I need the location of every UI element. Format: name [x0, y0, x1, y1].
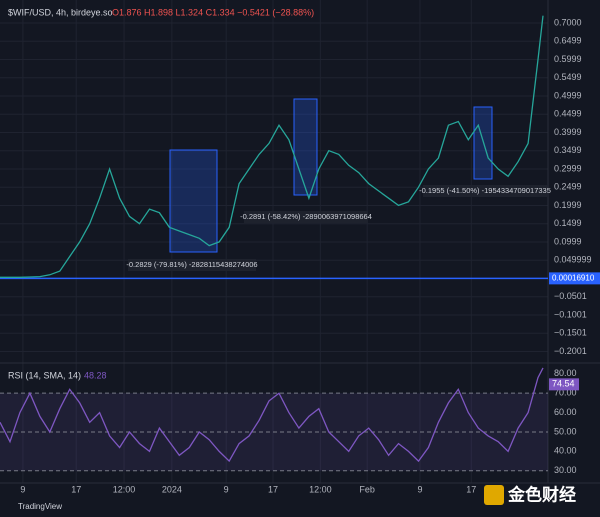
y-tick-label: 0.5999: [554, 54, 582, 64]
y2-tick-label: 60.00: [554, 407, 577, 417]
watermark-logo: [484, 485, 504, 505]
ohlc: O1.876 H1.898 L1.324 C1.334 −0.5421 (−28…: [112, 7, 314, 17]
x-tick-label: 9: [224, 484, 229, 494]
current-price-label: 0.00016910: [552, 273, 595, 282]
y-tick-label: 0.1499: [554, 218, 582, 228]
y-tick-label: −0.1501: [554, 328, 587, 338]
annotation: -0.2829 (-79.81%) -2828115438274006: [126, 260, 257, 269]
x-tick-label: 17: [268, 484, 278, 494]
y2-tick-label: 80.00: [554, 368, 577, 378]
price-line: [0, 15, 544, 278]
y-tick-label: 0.1999: [554, 200, 582, 210]
annotation-bg: [244, 211, 368, 223]
rsi-marker-box: [549, 378, 579, 391]
rsi-line: [0, 367, 544, 463]
footer: TradingView: [18, 502, 62, 511]
x-tick-label: 17: [71, 484, 81, 494]
x-tick-label: 2024: [162, 484, 182, 494]
measure-box: [169, 149, 218, 253]
y-tick-label: −0.0501: [554, 291, 587, 301]
annotation: -0.2891 (-58.42%) -2890063971098664: [240, 212, 372, 221]
y-tick-label: 0.3499: [554, 145, 582, 155]
x-tick-label: 12:00: [113, 484, 136, 494]
rsi-value: 48.28: [84, 370, 107, 380]
y-tick-label: 0.3999: [554, 127, 582, 137]
annotation: -0.1955 (-41.50%) -1954334709017335: [419, 186, 551, 195]
y-tick-label: 0.0999: [554, 236, 582, 246]
y-tick-label: 0.4999: [554, 90, 582, 100]
x-tick-label: 9: [20, 484, 25, 494]
y2-tick-label: 30.00: [554, 465, 577, 475]
annotation-bg: [423, 185, 547, 197]
y2-tick-label: 50.00: [554, 426, 577, 436]
measure-box: [293, 98, 318, 196]
x-tick-label: 17: [466, 484, 476, 494]
y-tick-label: 0.6499: [554, 36, 582, 46]
x-tick-label: Feb: [359, 484, 375, 494]
rsi-marker-label: 74.54: [552, 379, 575, 389]
x-tick-label: 9: [417, 484, 422, 494]
y2-tick-label: 70.00: [554, 388, 577, 398]
chart-title: $WIF/USD, 4h, birdeye.so: [8, 7, 113, 17]
y-tick-label: −0.1001: [554, 309, 587, 319]
y-tick-label: 0.2999: [554, 163, 582, 173]
y2-tick-label: 40.00: [554, 446, 577, 456]
y-tick-label: 0.5499: [554, 72, 582, 82]
y-tick-label: 0.049999: [554, 255, 592, 265]
rsi-title: RSI (14, SMA, 14): [8, 370, 81, 380]
y-tick-label: 0.2499: [554, 182, 582, 192]
current-price-box: [549, 272, 600, 285]
watermark: 金色财经: [507, 484, 576, 504]
x-tick-label: 12:00: [309, 484, 332, 494]
y-tick-label: −0.2001: [554, 346, 587, 356]
y-tick-label: 0.7000: [554, 17, 582, 27]
y-tick-label: 0.4499: [554, 109, 582, 119]
annotation-bg: [128, 259, 256, 271]
